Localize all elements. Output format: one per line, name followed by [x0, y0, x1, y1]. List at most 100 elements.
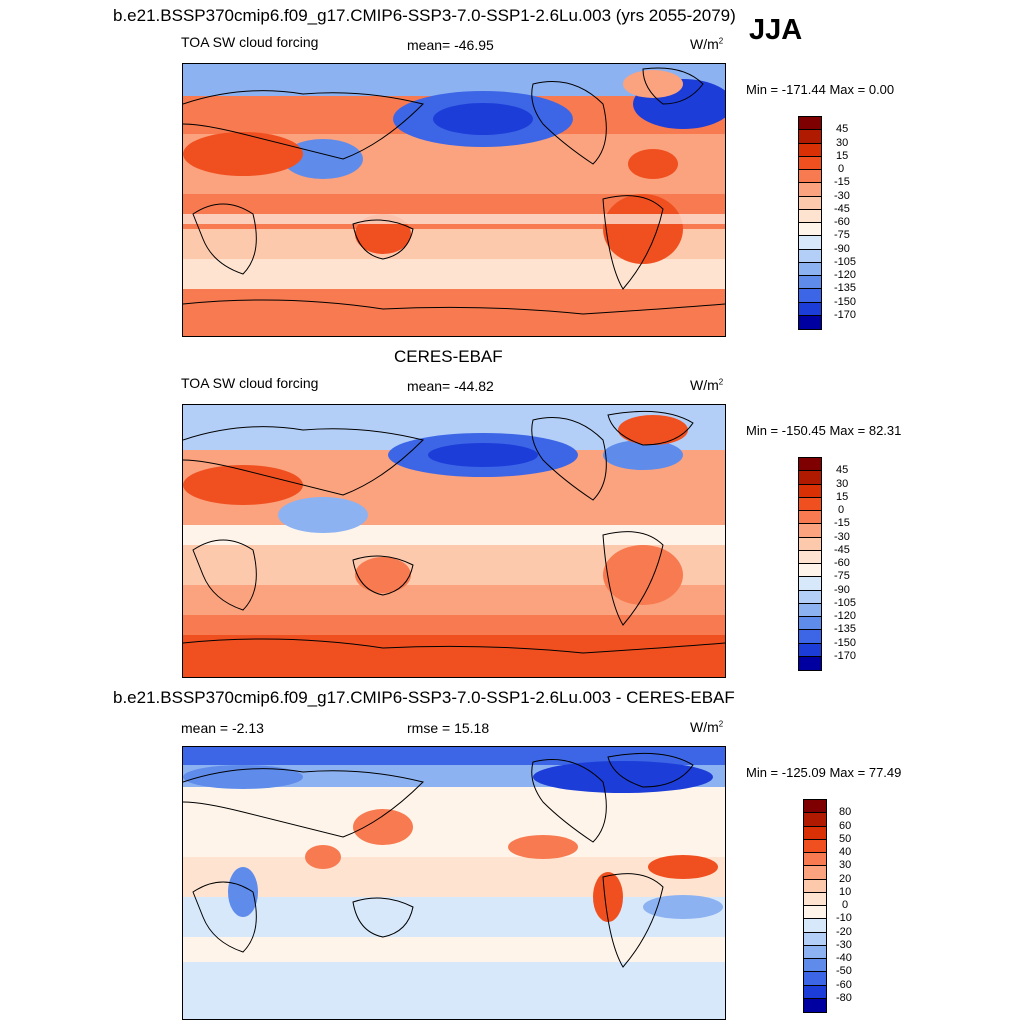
panel2-title: CERES-EBAF — [394, 347, 503, 366]
panel2-mean-label: mean= -44.82 — [407, 378, 494, 394]
colorbar-tick: -170 — [834, 309, 857, 321]
main-title: b.e21.BSSP370cmip6.f09_g17.CMIP6-SSP3-7.… — [113, 6, 736, 25]
colorbar-tick: -150 — [834, 296, 857, 308]
panel2-colorbar-box — [799, 643, 821, 657]
colorbar-tick: -90 — [834, 243, 850, 255]
panel3-colorbar-box — [804, 892, 826, 906]
colorbar-tick: 50 — [839, 833, 852, 845]
panel1-colorbar — [798, 116, 822, 330]
panel2-colorbar-box — [799, 537, 821, 551]
panel2-colorbar-box — [799, 471, 821, 485]
colorbar-tick: 20 — [839, 873, 852, 885]
panel1-colorbar-box — [799, 117, 821, 131]
panel3-colorbar-box — [804, 879, 826, 893]
panel1-colorbar-box — [799, 249, 821, 263]
colorbar-tick: -60 — [834, 216, 850, 228]
panel1-colorbar-box — [799, 276, 821, 290]
panel2-colorbar-box — [799, 511, 821, 525]
panel3-colorbar-box — [804, 972, 826, 986]
panel2-variable-label: TOA SW cloud forcing — [181, 375, 319, 391]
colorbar-tick: -120 — [834, 269, 857, 281]
panel3-colorbar-box — [804, 919, 826, 933]
panel3-colorbar-box — [804, 998, 826, 1012]
panel2-colorbar-box — [799, 524, 821, 538]
panel2-colorbar — [798, 457, 822, 671]
colorbar-tick: -50 — [836, 965, 852, 977]
panel2-colorbar-box — [799, 484, 821, 498]
panel2-colorbar-box — [799, 497, 821, 511]
panel1-map-field — [183, 64, 725, 336]
panel2-colorbar-box — [799, 590, 821, 604]
panel3-colorbar-box — [804, 826, 826, 840]
panel1-colorbar-box — [799, 156, 821, 170]
panel2-map-field — [183, 405, 725, 677]
colorbar-tick: 15 — [836, 491, 849, 503]
colorbar-tick: -40 — [836, 952, 852, 964]
colorbar-tick: 0 — [838, 504, 845, 516]
panel2-colorbar-box — [799, 630, 821, 644]
panel3-units-text: W/m — [690, 719, 719, 735]
colorbar-tick: -60 — [836, 979, 852, 991]
panel1-mean-label: mean= -46.95 — [407, 37, 494, 53]
colorbar-tick: -45 — [834, 544, 850, 556]
colorbar-tick: -105 — [834, 256, 857, 268]
panel2-observation-map — [182, 404, 726, 678]
colorbar-tick: -80 — [836, 992, 852, 1004]
panel1-units-exponent: 2 — [718, 36, 724, 46]
panel2-colorbar-box — [799, 656, 821, 670]
panel3-rmse-label: rmse = 15.18 — [407, 720, 490, 736]
panel1-minmax-label: Min = -171.44 Max = 0.00 — [746, 82, 895, 97]
panel3-colorbar-box — [804, 853, 826, 867]
colorbar-tick: -45 — [834, 203, 850, 215]
panel1-colorbar-box — [799, 315, 821, 329]
colorbar-tick: 15 — [836, 150, 849, 162]
panel1-colorbar-box — [799, 130, 821, 144]
colorbar-tick: -170 — [834, 650, 857, 662]
panel1-model-map — [182, 63, 726, 337]
panel2-colorbar-box — [799, 458, 821, 472]
panel2-units-label: W/m2 — [690, 377, 723, 393]
colorbar-tick: 80 — [839, 806, 852, 818]
colorbar-tick: -30 — [834, 531, 850, 543]
panel2-units-text: W/m — [690, 377, 719, 393]
colorbar-tick: 40 — [839, 846, 852, 858]
panel1-variable-label: TOA SW cloud forcing — [181, 34, 319, 50]
panel1-colorbar-box — [799, 170, 821, 184]
colorbar-tick: 30 — [839, 859, 852, 871]
panel1-colorbar-box — [799, 262, 821, 276]
season-label: JJA — [749, 14, 803, 46]
panel3-colorbar-box — [804, 839, 826, 853]
colorbar-tick: 30 — [836, 137, 849, 149]
panel3-colorbar — [803, 799, 827, 1013]
panel3-colorbar-box — [804, 945, 826, 959]
panel1-colorbar-box — [799, 196, 821, 210]
colorbar-tick: -75 — [834, 570, 850, 582]
panel1-colorbar-box — [799, 183, 821, 197]
panel1-colorbar-box — [799, 223, 821, 237]
panel3-colorbar-box — [804, 813, 826, 827]
panel2-colorbar-box — [799, 577, 821, 591]
panel1-colorbar-box — [799, 209, 821, 223]
panel1-units-text: W/m — [690, 36, 719, 52]
panel2-colorbar-box — [799, 550, 821, 564]
panel1-colorbar-box — [799, 302, 821, 316]
colorbar-tick: -30 — [834, 190, 850, 202]
colorbar-tick: 45 — [836, 464, 849, 476]
panel3-colorbar-box — [804, 906, 826, 920]
colorbar-tick: -75 — [834, 229, 850, 241]
colorbar-tick: -30 — [836, 939, 852, 951]
colorbar-tick: -105 — [834, 597, 857, 609]
colorbar-tick: 0 — [838, 163, 845, 175]
panel2-units-exponent: 2 — [718, 377, 724, 387]
panel2-minmax-label: Min = -150.45 Max = 82.31 — [746, 423, 902, 438]
panel3-colorbar-box — [804, 985, 826, 999]
colorbar-tick: 10 — [839, 886, 852, 898]
colorbar-tick: -10 — [836, 912, 852, 924]
panel1-colorbar-box — [799, 143, 821, 157]
colorbar-tick: -135 — [834, 623, 857, 635]
panel1-colorbar-box — [799, 236, 821, 250]
panel3-units-label: W/m2 — [690, 719, 723, 735]
colorbar-tick: -15 — [834, 517, 850, 529]
panel3-colorbar-box — [804, 800, 826, 814]
colorbar-tick: -15 — [834, 176, 850, 188]
